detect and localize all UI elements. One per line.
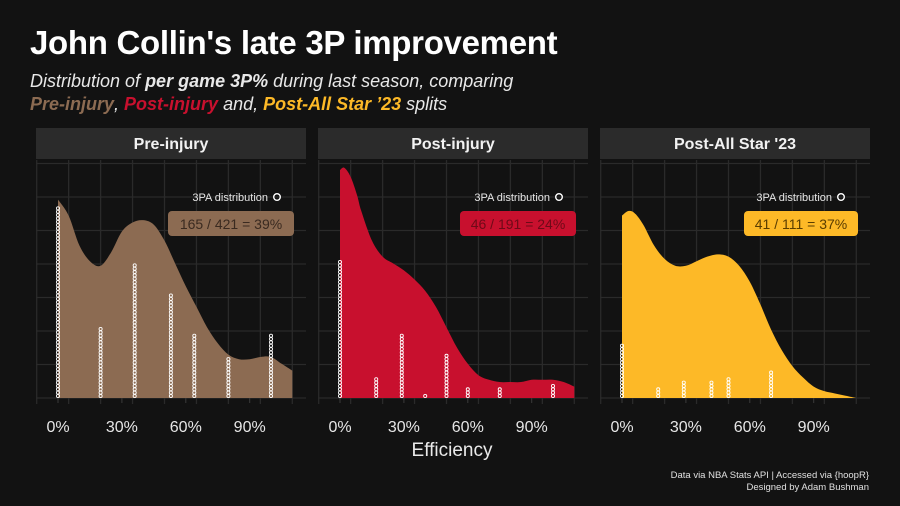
x-tick-label: 0% — [46, 419, 69, 436]
subtitle-sep1: , — [114, 94, 125, 114]
shot-dot — [769, 370, 774, 375]
subtitle-line1-bold: per game 3P% — [145, 71, 269, 91]
facet-strip — [600, 128, 870, 159]
x-tick-label: 60% — [170, 419, 202, 436]
shot-dot — [269, 343, 274, 348]
shot-dot — [681, 380, 686, 385]
subtitle-sep2: and, — [218, 94, 264, 114]
shot-dot — [726, 377, 731, 382]
shot-dot — [269, 347, 274, 352]
shot-dot — [551, 383, 556, 388]
facet-strip — [318, 128, 588, 159]
legend-label: 3PA distribution — [192, 192, 268, 204]
x-tick-label: 90% — [798, 419, 830, 436]
shot-dot — [497, 387, 502, 392]
x-tick-label: 30% — [388, 419, 420, 436]
shot-dot — [465, 387, 470, 392]
x-axis-title: Efficiency — [412, 440, 493, 461]
subtitle-split-post: Post-injury — [124, 94, 219, 114]
shot-dot — [620, 343, 625, 348]
facet-strip — [36, 128, 306, 159]
x-tick-label: 30% — [106, 419, 138, 436]
x-tick-label: 60% — [734, 419, 766, 436]
density-area — [622, 210, 857, 398]
legend-marker-icon — [555, 192, 564, 201]
shot-dot — [444, 353, 449, 358]
caption-designer: Designed by Adam Bushman — [746, 482, 869, 493]
facet-strip-label: Post-injury — [411, 136, 495, 153]
caption-source: Data via NBA Stats API | Accessed via {h… — [670, 470, 869, 481]
legend-marker-icon — [273, 192, 282, 201]
efficiency-label-box — [744, 211, 858, 236]
x-tick-label: 30% — [670, 419, 702, 436]
legend-label: 3PA distribution — [474, 192, 550, 204]
subtitle-split-allstar: Post-All Star ’23 — [263, 94, 402, 114]
shot-dot — [269, 350, 274, 355]
efficiency-label: 41 / 111 = 37% — [755, 216, 848, 232]
facet-strip-label: Post-All Star '23 — [674, 136, 796, 153]
chart-title: John Collin's late 3P improvement — [30, 24, 558, 61]
shot-dot — [656, 387, 661, 392]
shot-dot — [399, 333, 404, 338]
x-tick-label: 0% — [610, 419, 633, 436]
density-area — [58, 199, 293, 398]
shot-dot — [423, 394, 428, 399]
shot-dot — [269, 337, 274, 342]
shot-dot — [226, 357, 231, 362]
density-area — [340, 167, 575, 398]
legend-label: 3PA distribution — [756, 192, 832, 204]
chart-subtitle: Distribution of per game 3P% during last… — [30, 70, 513, 116]
subtitle-end: splits — [401, 94, 448, 114]
subtitle-split-pre: Pre-injury — [30, 94, 115, 114]
x-tick-label: 90% — [234, 419, 266, 436]
shot-dot — [709, 380, 714, 385]
shot-dot — [132, 263, 137, 268]
subtitle-line1-post: during last season, comparing — [268, 71, 514, 91]
x-tick-label: 90% — [516, 419, 548, 436]
x-tick-label: 0% — [328, 419, 351, 436]
shot-dot — [269, 333, 274, 338]
facet-strip-label: Pre-injury — [134, 136, 209, 153]
efficiency-label-box — [168, 211, 294, 236]
shot-dot — [98, 327, 103, 332]
subtitle-line1-pre: Distribution of — [30, 71, 146, 91]
caption: Data via NBA Stats API | Accessed via {h… — [671, 470, 869, 494]
legend-marker-icon — [837, 192, 846, 201]
efficiency-label: 46 / 191 = 24% — [471, 216, 566, 232]
x-tick-label: 60% — [452, 419, 484, 436]
shot-dot — [269, 340, 274, 345]
shot-dot — [338, 260, 343, 265]
efficiency-label-box — [460, 211, 576, 236]
shot-dot — [56, 206, 61, 211]
efficiency-label: 165 / 421 = 39% — [180, 216, 282, 232]
shot-dot — [192, 333, 197, 338]
shot-dot — [168, 293, 173, 298]
shot-dot — [374, 377, 379, 382]
shot-dot — [269, 353, 274, 358]
